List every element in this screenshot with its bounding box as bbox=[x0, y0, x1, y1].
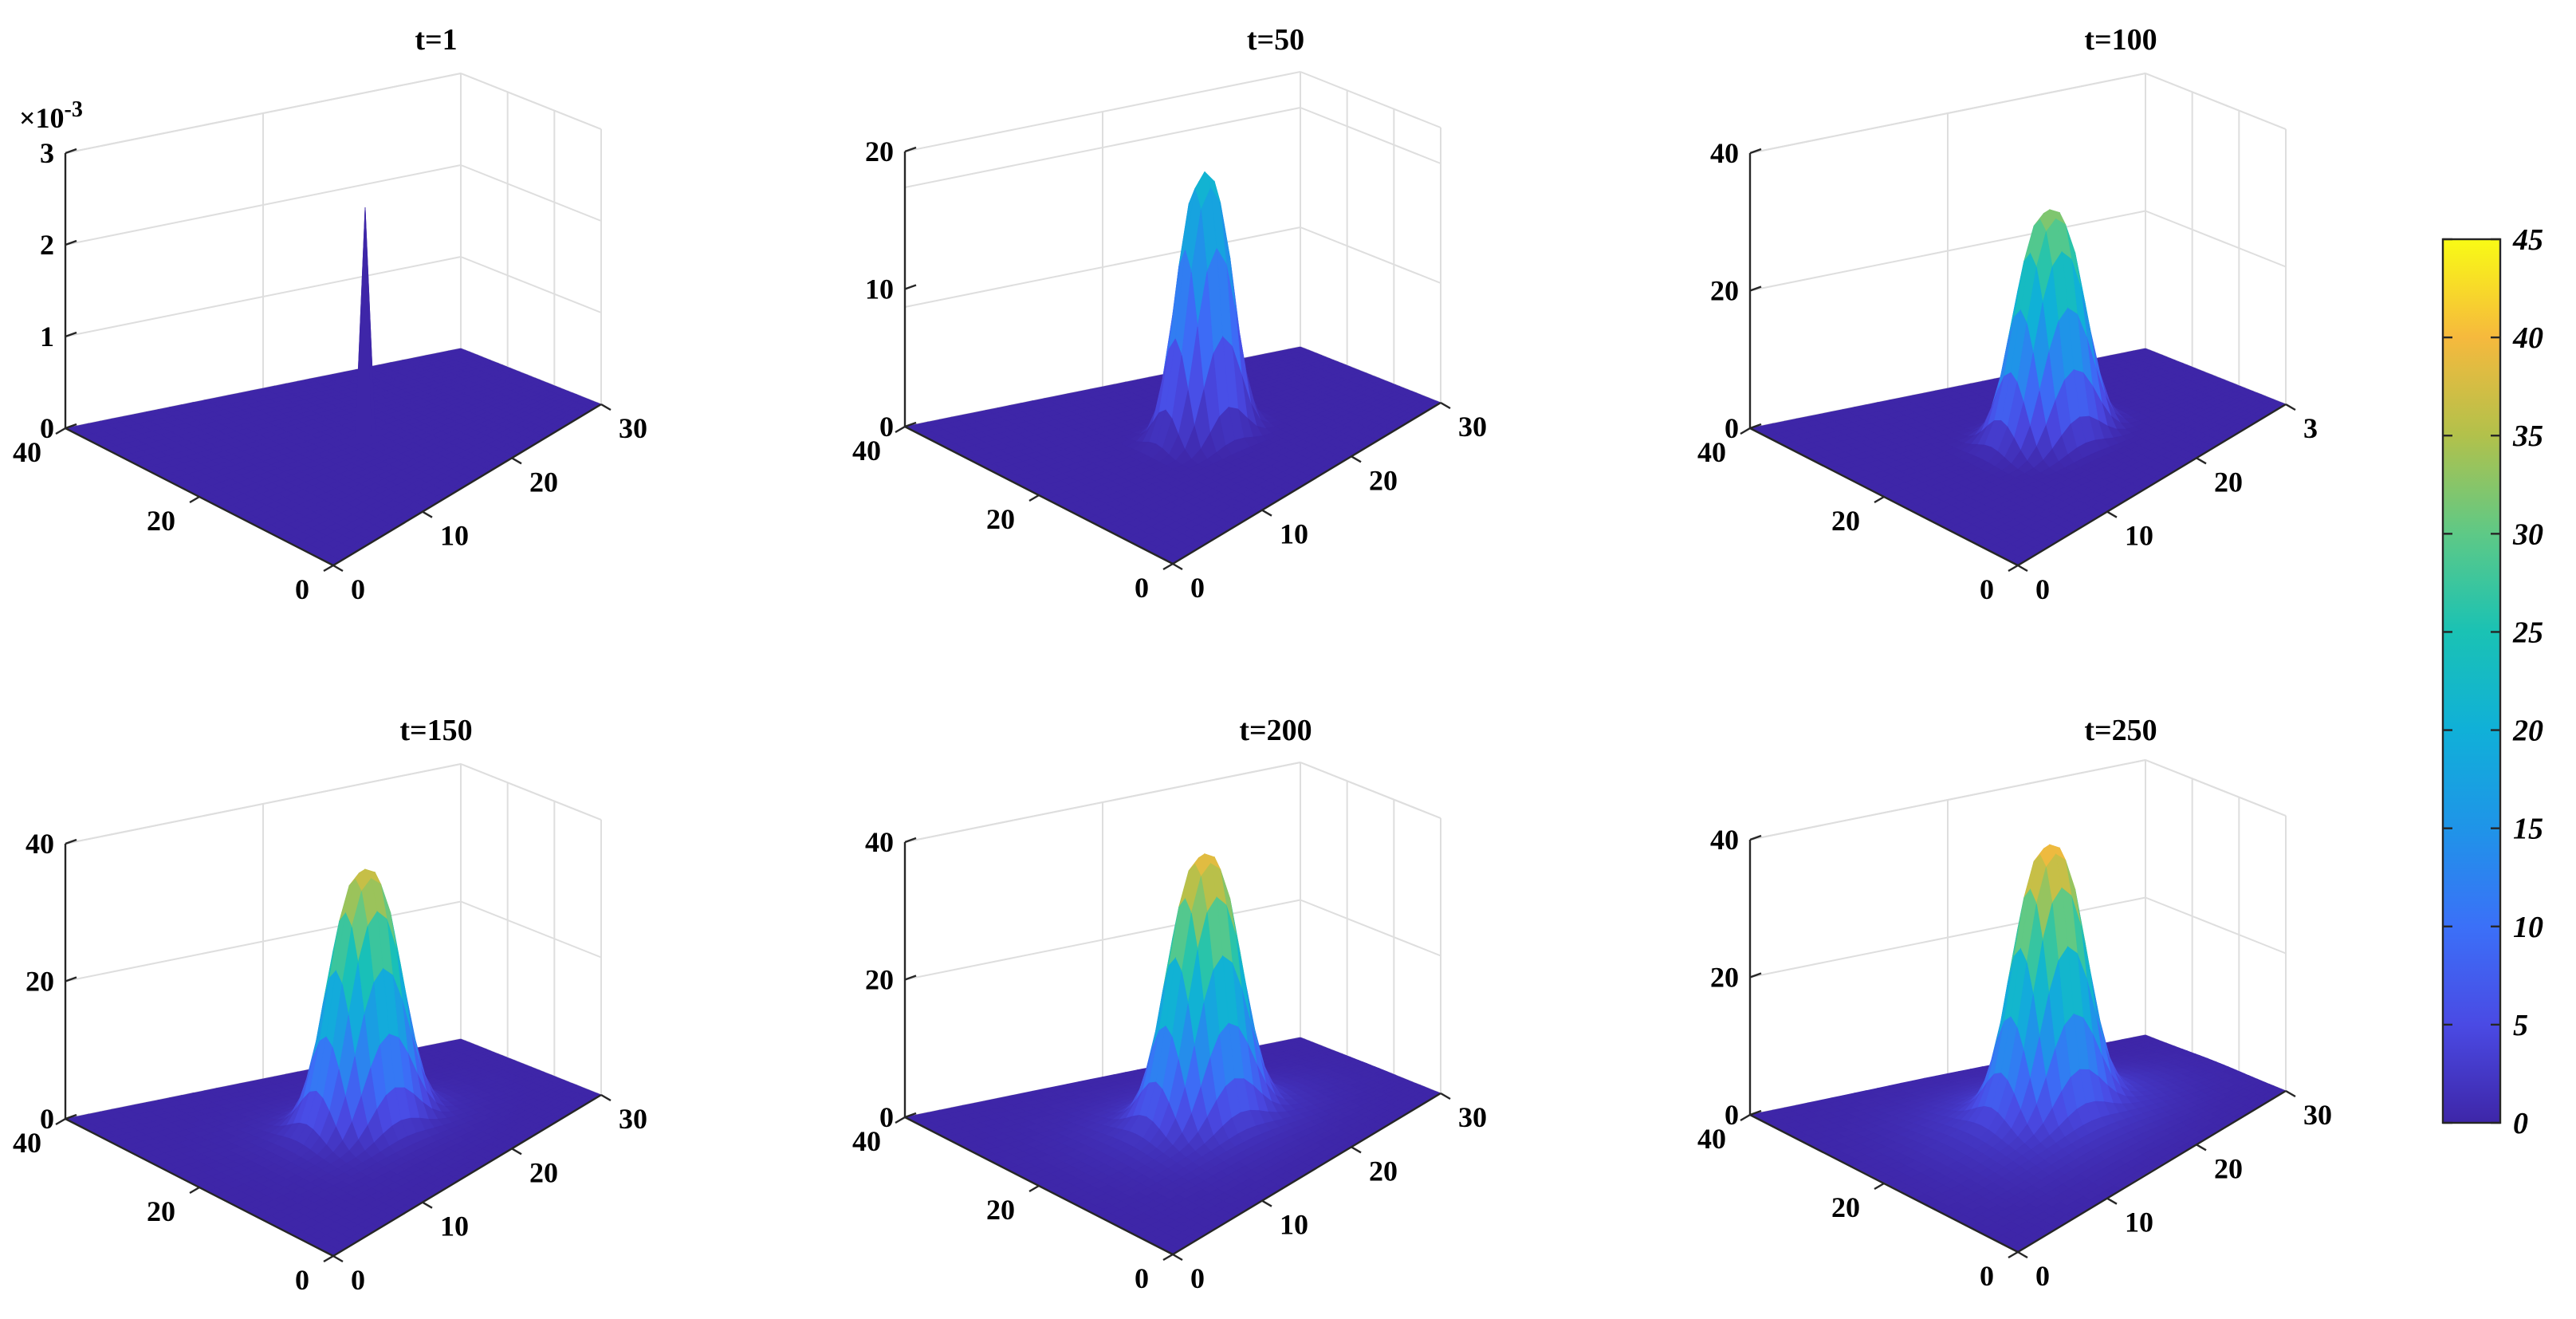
x-tick-label: 20 bbox=[2214, 466, 2243, 498]
z-tick-label: 0 bbox=[40, 412, 54, 444]
y-tick-label: 40 bbox=[1697, 436, 1726, 468]
x-tick-label: 0 bbox=[351, 573, 365, 605]
z-tick-label: 20 bbox=[865, 136, 894, 167]
z-tick-label: 10 bbox=[865, 274, 894, 305]
y-tick-label: 20 bbox=[147, 1195, 175, 1227]
surface-plot-1: 0 1 2 3 40 20 0 0 10 20 30 t=1 ×10-3 bbox=[13, 23, 647, 605]
z-tick-label: 1 bbox=[40, 321, 54, 352]
x-tick-label: 30 bbox=[619, 412, 647, 444]
surface-mesh bbox=[1748, 209, 2287, 566]
x-tick-label: 20 bbox=[1369, 464, 1398, 496]
z-tick-label: 20 bbox=[26, 966, 54, 998]
axes bbox=[55, 148, 612, 573]
surface-plot-3: 0 20 40 40 20 0 0 10 20 3 t=100 bbox=[1697, 23, 2318, 605]
surface-mesh bbox=[903, 171, 1441, 565]
surface-mesh bbox=[903, 853, 1441, 1255]
z-tick-label: 2 bbox=[40, 229, 54, 261]
y-tick-label: 40 bbox=[13, 436, 41, 468]
x-tick-label: 20 bbox=[529, 466, 558, 498]
surface-mesh bbox=[64, 207, 602, 566]
x-tick-label: 10 bbox=[440, 1211, 469, 1242]
panel-title: t=50 bbox=[1247, 23, 1304, 57]
y-tick-label: 20 bbox=[986, 503, 1015, 535]
y-tick-label: 0 bbox=[1980, 573, 1994, 605]
z-tick-label: 0 bbox=[879, 411, 894, 443]
x-tick-label: 0 bbox=[351, 1264, 365, 1296]
y-tick-label: 40 bbox=[852, 435, 881, 467]
x-tick-label: 0 bbox=[1190, 572, 1205, 604]
z-tick-label: 20 bbox=[1710, 275, 1739, 307]
y-tick-label: 20 bbox=[1831, 505, 1860, 537]
z-tick-label: 40 bbox=[26, 828, 54, 860]
z-exponent-label: ×10-3 bbox=[19, 97, 83, 134]
surface-plot-2: 0 10 20 40 20 0 0 10 20 30 t=50 bbox=[852, 23, 1487, 604]
panel-title: t=1 bbox=[415, 23, 457, 57]
y-tick-label: 40 bbox=[13, 1127, 41, 1159]
surface-plot-4: 0 20 40 40 20 0 0 10 20 30 t=150 bbox=[13, 714, 647, 1296]
x-axis bbox=[332, 403, 602, 567]
z-tick-label: 40 bbox=[1710, 137, 1739, 169]
x-tick-label: 10 bbox=[440, 520, 469, 552]
x-tick-label: 10 bbox=[1280, 518, 1308, 550]
x-tick-label: 30 bbox=[619, 1103, 647, 1135]
panel-title: t=150 bbox=[399, 714, 472, 747]
y-tick-label: 0 bbox=[295, 1264, 309, 1296]
z-tick-label: 0 bbox=[40, 1103, 54, 1135]
x-tick-label: 20 bbox=[529, 1156, 558, 1188]
y-tick-label: 0 bbox=[295, 573, 309, 605]
x-tick-label: 0 bbox=[2035, 573, 2050, 605]
z-tick-label: 3 bbox=[40, 137, 54, 169]
panel-title: t=100 bbox=[2084, 23, 2157, 57]
x-tick-label: 30 bbox=[1458, 411, 1487, 443]
z-tick-label: 0 bbox=[1725, 412, 1739, 444]
y-tick-label: 0 bbox=[1135, 572, 1149, 604]
y-tick-label: 20 bbox=[147, 505, 175, 537]
x-tick-label: 3 bbox=[2303, 412, 2318, 444]
x-tick-label: 10 bbox=[2125, 520, 2153, 552]
